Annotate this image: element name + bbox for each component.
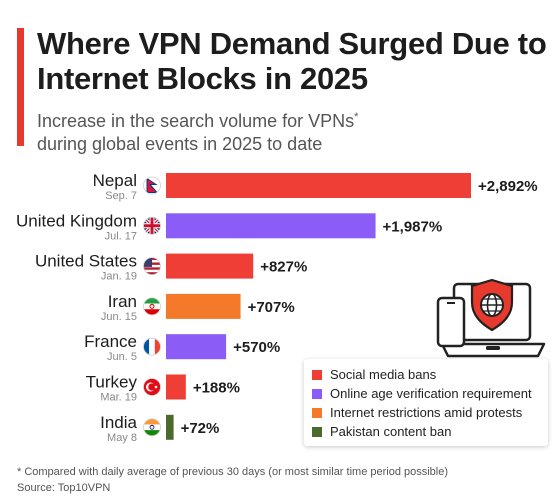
value-label: +188% [193,380,240,397]
date-label: Jun. 5 [107,351,137,363]
date-label: Sep. 7 [105,190,137,202]
category-label: United Kingdom [16,211,137,230]
value-label: +570% [233,339,280,356]
legend-item-age: Online age verification requirement [312,384,540,403]
chart-title: Where VPN Demand Surged Due to Internet … [37,26,547,96]
device-illustration [436,278,546,358]
legend-label-age: Online age verification requirement [330,386,532,401]
value-label: +2,892% [478,178,538,195]
legend-swatch-age [312,388,322,399]
category-label: France [84,332,137,351]
bar [166,173,471,198]
category-label: United States [35,252,137,271]
value-label: +827% [260,259,307,276]
uk-flag-icon [143,216,161,235]
india-flag-icon [143,418,161,437]
bar [166,414,174,440]
chart-legend: Social media bans Online age verificatio… [304,359,548,446]
phone-icon [436,296,466,348]
bar [166,213,376,239]
title-accent-bar [17,28,24,146]
date-label: Mar. 19 [100,392,137,404]
category-label: India [100,413,137,432]
legend-label-social: Social media bans [330,367,437,382]
value-label: +72% [181,420,220,437]
date-label: Jul. 17 [105,230,137,242]
date-label: Jan. 19 [101,271,137,283]
legend-item-social: Social media bans [312,365,540,384]
nepal-flag-icon [143,176,161,195]
value-label: +707% [248,299,295,316]
bar [166,293,241,319]
bar [166,253,254,279]
category-label: Turkey [86,373,138,392]
france-flag-icon [143,337,161,356]
legend-swatch-pakistan [312,426,322,437]
subtitle-rest: during global events in 2025 to date [37,134,323,154]
date-label: Jun. 15 [101,311,137,323]
legend-label-protest: Internet restrictions amid protests [330,405,523,420]
legend-swatch-social [312,369,322,380]
legend-item-protest: Internet restrictions amid protests [312,403,540,422]
source-note: Source: Top10VPN [17,482,111,494]
us-flag-icon [143,257,161,276]
turkey-flag-icon [143,378,161,396]
footnote: * Compared with daily average of previou… [17,466,449,478]
iran-flag-icon [143,297,161,316]
category-label: Iran [108,292,137,311]
value-label: +1,987% [383,218,443,235]
subtitle-footnote-mark: * [354,111,359,123]
subtitle-main: Increase in the search volume for VPNs [37,111,355,131]
bar [166,374,186,400]
shield-globe-icon [470,278,514,332]
legend-label-pakistan: Pakistan content ban [330,424,452,439]
date-label: May 8 [107,432,137,444]
chart-subtitle: Increase in the search volume for VPNs* d… [37,106,457,156]
legend-swatch-protest [312,407,322,418]
category-label: Nepal [93,171,137,190]
bar [166,334,227,360]
legend-item-pakistan: Pakistan content ban [312,422,540,441]
